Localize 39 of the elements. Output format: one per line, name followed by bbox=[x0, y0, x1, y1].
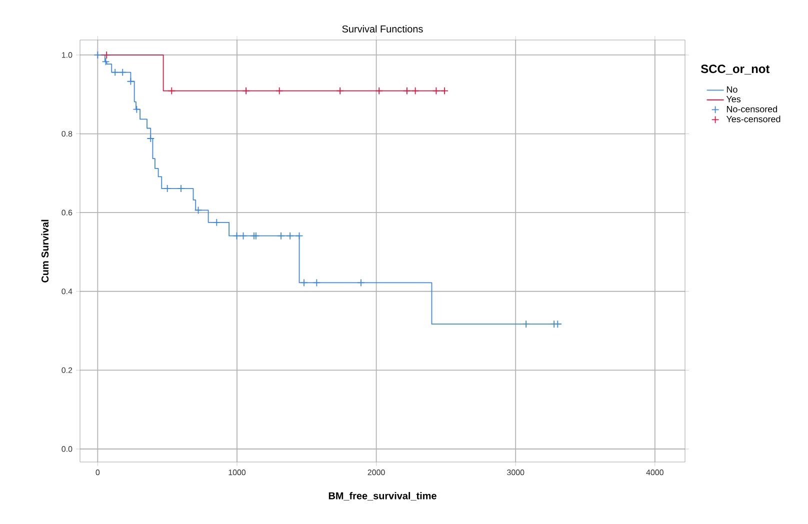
point bbox=[163, 184, 172, 192]
point bbox=[111, 68, 120, 76]
point bbox=[168, 86, 176, 95]
x-axis-title: BM_free_survival_time bbox=[328, 492, 436, 500]
point bbox=[232, 232, 241, 240]
point bbox=[411, 86, 420, 95]
point bbox=[102, 58, 110, 66]
point bbox=[312, 278, 321, 287]
point bbox=[286, 232, 294, 240]
point bbox=[275, 86, 284, 95]
legend-title: SCC_or_not bbox=[700, 64, 770, 74]
point bbox=[126, 77, 135, 86]
point bbox=[212, 218, 221, 226]
point bbox=[295, 232, 304, 240]
point bbox=[132, 105, 141, 114]
point bbox=[102, 51, 111, 59]
point bbox=[554, 320, 562, 328]
point bbox=[239, 232, 248, 240]
legend-label: Yes-censored bbox=[726, 116, 780, 122]
point bbox=[242, 86, 250, 95]
y-axis-title: Cum Survival bbox=[41, 220, 49, 282]
point bbox=[146, 134, 155, 142]
chart-title: Survival Functions bbox=[342, 25, 423, 32]
point bbox=[194, 206, 202, 214]
point bbox=[375, 86, 384, 95]
point bbox=[277, 232, 285, 240]
point bbox=[403, 86, 411, 95]
point bbox=[94, 51, 102, 59]
legend-label: Yes bbox=[726, 96, 741, 102]
point bbox=[250, 232, 258, 240]
point bbox=[336, 86, 344, 95]
legend-label: No bbox=[726, 86, 738, 93]
point bbox=[357, 278, 365, 287]
point bbox=[432, 86, 440, 95]
point bbox=[118, 68, 127, 76]
point bbox=[300, 278, 308, 287]
point bbox=[440, 86, 448, 95]
point bbox=[252, 232, 260, 240]
legend-label: No-censored bbox=[726, 106, 777, 112]
